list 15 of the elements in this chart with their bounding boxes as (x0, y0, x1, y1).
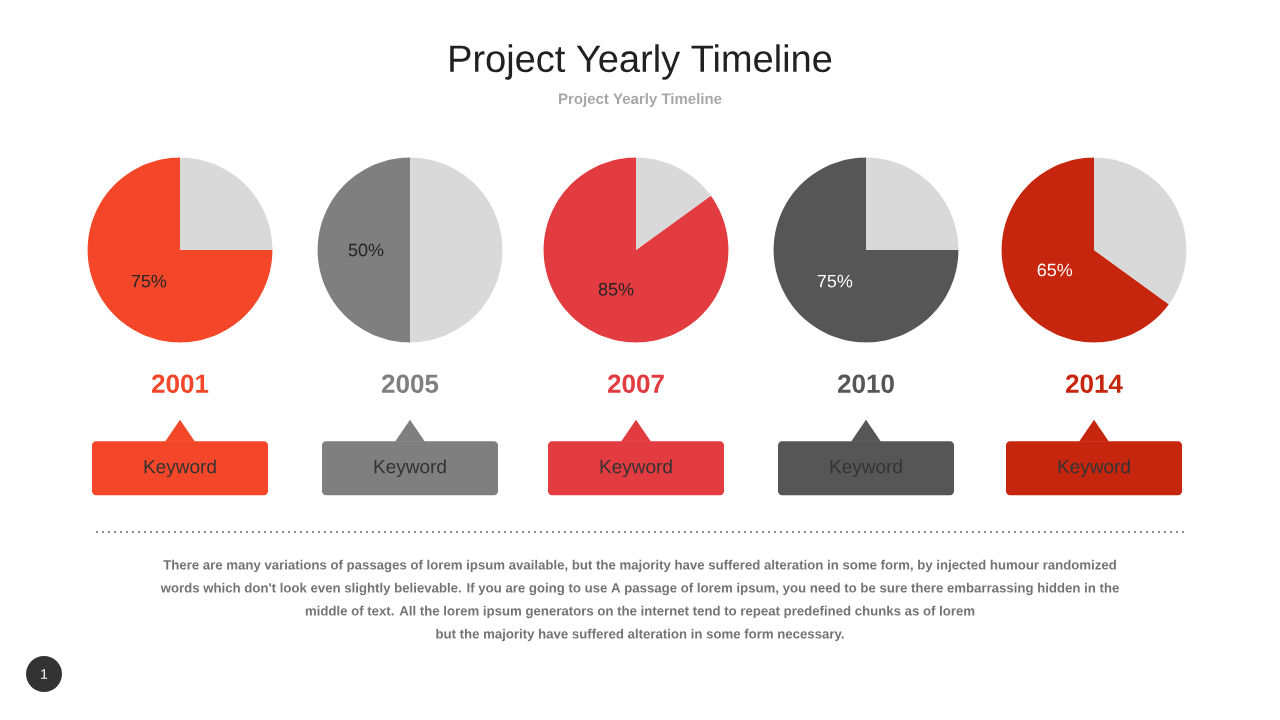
text: 2005 (382, 374, 439, 393)
text: 2014 (1066, 374, 1123, 393)
data-label: 85% (598, 282, 634, 296)
text: Keyword (600, 459, 672, 478)
text: Project Yearly Timeline (450, 44, 832, 80)
text: 2010 (838, 374, 894, 393)
text: 2007 (608, 374, 664, 393)
text: 2001 (152, 374, 209, 393)
text: Keyword (374, 459, 446, 478)
data-label: 75% (817, 274, 853, 288)
data-label: 75% (131, 274, 167, 288)
text: Keyword (1058, 459, 1130, 478)
data-label: 65% (1037, 263, 1073, 277)
text: Keyword (144, 459, 216, 478)
data-label: 50% (348, 243, 384, 257)
